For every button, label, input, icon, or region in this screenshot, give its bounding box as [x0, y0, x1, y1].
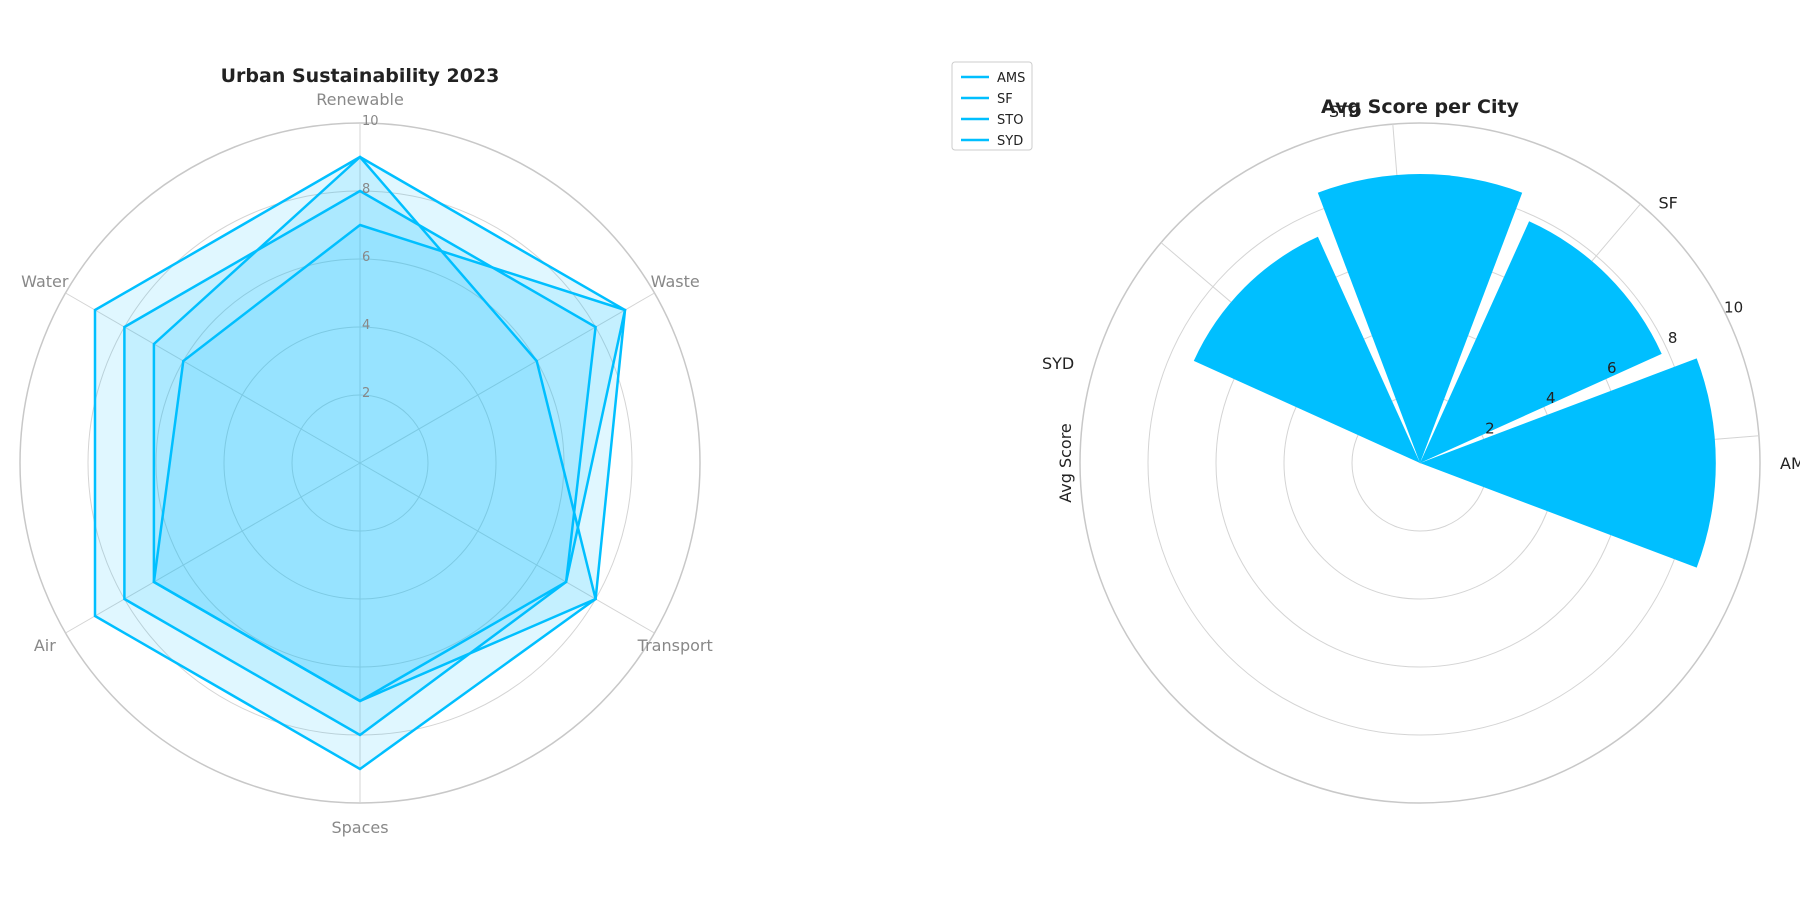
legend: AMS SF STO SYD	[951, 61, 1033, 151]
radar-radial-tick-label: 8	[362, 182, 370, 197]
radar-chart: Renewable Waste Transport Spaces Air Water 2 4…	[19, 65, 713, 837]
radar-series-sf	[123, 189, 597, 737]
radar-radial-tick-label: 10	[362, 114, 379, 129]
polar-bar-sto	[1317, 174, 1523, 463]
legend-entries: AMS SF STO SYD	[961, 71, 1025, 149]
polar-category-label: AMS	[1780, 454, 1800, 473]
polar-title: Avg Score per City	[1321, 96, 1520, 118]
radar-radial-tick-label: 2	[362, 386, 370, 401]
radar-spoke	[65, 462, 361, 634]
radar-spoke	[359, 292, 655, 464]
radar-radial-tick-label: 4	[362, 318, 370, 333]
radar-category-label: Renewable	[316, 90, 404, 109]
radar-category-label: Spaces	[331, 818, 388, 837]
radar-category-label: Air	[34, 636, 56, 655]
radar-series	[93, 155, 627, 771]
polar-radial-tick-label: 2	[1485, 419, 1495, 437]
radar-radial-tick-label: 6	[362, 250, 370, 265]
radar-category-label: Waste	[651, 272, 700, 291]
polar-radial-tick-label: 8	[1668, 329, 1678, 347]
polar-category-labels: AMS SF STO SYD	[1042, 102, 1800, 473]
polar-radial-tick-label: 10	[1724, 299, 1743, 317]
polar-category-label: SYD	[1042, 354, 1074, 373]
polar-radial-ticks: 2 4 6 8 10	[1485, 299, 1743, 438]
polar-bar-sf	[1420, 221, 1662, 463]
radar-title: Urban Sustainability 2023	[221, 65, 500, 87]
legend-frame	[951, 61, 1033, 151]
polar-radial-tick-label: 6	[1607, 359, 1617, 377]
polar-category-label: STO	[1329, 102, 1362, 121]
legend-entry-syd: SYD	[997, 134, 1023, 149]
polar-bars	[1193, 174, 1716, 568]
polar-category-label: SF	[1659, 193, 1678, 212]
radar-spoke	[359, 462, 655, 634]
polar-bar-ams	[1420, 358, 1716, 568]
polar-bar-syd	[1193, 236, 1420, 463]
legend-entry-ams: AMS	[997, 71, 1025, 86]
legend-entry-sto: STO	[997, 113, 1023, 128]
polar-bar-chart: AMS SF STO SYD 2 4 6 8 10 Avg Score per City Av…	[1042, 96, 1800, 804]
radar-category-label: Water	[21, 272, 69, 291]
polar-radial-tick-label: 4	[1546, 389, 1556, 407]
legend-entry-sf: SF	[997, 92, 1013, 107]
radar-category-label: Transport	[637, 636, 713, 655]
polar-ring	[1079, 122, 1761, 804]
radar-spoke	[65, 292, 361, 464]
radar-radial-ticks: 2 4 6 8 10	[362, 114, 379, 401]
polar-y-axis-label: Avg Score	[1056, 423, 1075, 503]
radar-series-syd	[152, 223, 627, 703]
radar-category-labels: Renewable Waste Transport Spaces Air Water	[21, 90, 713, 837]
